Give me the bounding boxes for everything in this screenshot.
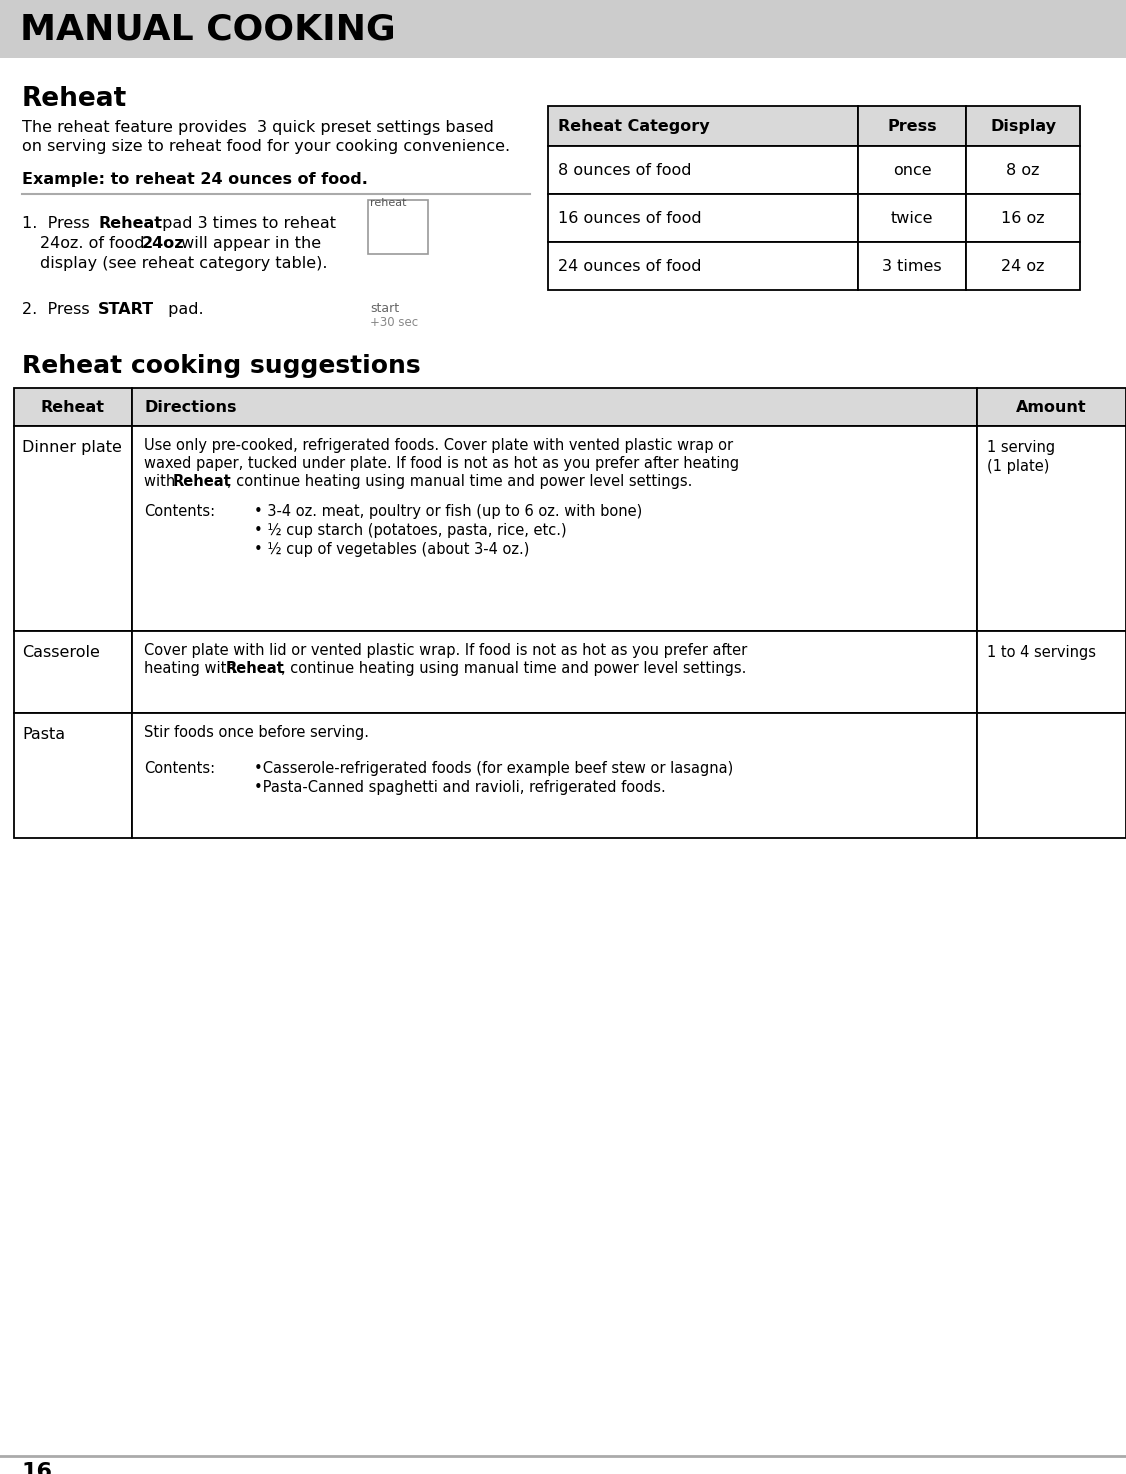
- Bar: [548, 106, 858, 146]
- Text: Pasta: Pasta: [23, 727, 65, 741]
- Text: reheat: reheat: [370, 198, 406, 208]
- Text: Reheat: Reheat: [41, 399, 105, 414]
- Text: • ½ cup of vegetables (about 3-4 oz.): • ½ cup of vegetables (about 3-4 oz.): [254, 542, 529, 557]
- Bar: [132, 388, 977, 426]
- Text: Casserole: Casserole: [23, 646, 100, 660]
- Bar: [368, 200, 428, 254]
- Text: 1 serving: 1 serving: [988, 441, 1055, 455]
- Text: 1.  Press: 1. Press: [23, 217, 95, 231]
- Text: once: once: [893, 162, 931, 177]
- Text: Cover plate with lid or vented plastic wrap. If food is not as hot as you prefer: Cover plate with lid or vented plastic w…: [144, 643, 748, 657]
- Bar: [977, 631, 1126, 713]
- Text: waxed paper, tucked under plate. If food is not as hot as you prefer after heati: waxed paper, tucked under plate. If food…: [144, 455, 739, 472]
- Text: Reheat: Reheat: [98, 217, 162, 231]
- Bar: [132, 631, 977, 713]
- Bar: [977, 713, 1126, 839]
- Text: pad.: pad.: [163, 302, 204, 317]
- Text: Dinner plate: Dinner plate: [23, 441, 122, 455]
- Text: 1 to 4 servings: 1 to 4 servings: [988, 646, 1096, 660]
- Text: on serving size to reheat food for your cooking convenience.: on serving size to reheat food for your …: [23, 139, 510, 153]
- Text: will appear in the: will appear in the: [176, 236, 321, 251]
- Text: Reheat: Reheat: [173, 475, 232, 489]
- Bar: [858, 146, 966, 195]
- Bar: [548, 242, 858, 290]
- Bar: [858, 242, 966, 290]
- Bar: [977, 426, 1126, 631]
- Text: , continue heating using manual time and power level settings.: , continue heating using manual time and…: [227, 475, 692, 489]
- Bar: [132, 713, 977, 839]
- Text: 8 oz: 8 oz: [1007, 162, 1039, 177]
- Text: Contents:: Contents:: [144, 504, 215, 519]
- Text: Display: Display: [990, 118, 1056, 134]
- Bar: [966, 106, 1080, 146]
- Text: • 3-4 oz. meat, poultry or fish (up to 6 oz. with bone): • 3-4 oz. meat, poultry or fish (up to 6…: [254, 504, 642, 519]
- Bar: [548, 146, 858, 195]
- Bar: [966, 242, 1080, 290]
- Text: pad 3 times to reheat: pad 3 times to reheat: [157, 217, 336, 231]
- Text: •Pasta-Canned spaghetti and ravioli, refrigerated foods.: •Pasta-Canned spaghetti and ravioli, ref…: [254, 780, 665, 794]
- Bar: [14, 631, 132, 713]
- Text: 16: 16: [23, 1462, 53, 1474]
- Text: 24 oz: 24 oz: [1001, 258, 1045, 274]
- Text: Reheat: Reheat: [226, 660, 285, 677]
- Text: display (see reheat category table).: display (see reheat category table).: [41, 256, 328, 271]
- Bar: [14, 713, 132, 839]
- Text: The reheat feature provides  3 quick preset settings based: The reheat feature provides 3 quick pres…: [23, 119, 494, 136]
- Bar: [132, 426, 977, 631]
- Text: •Casserole-refrigerated foods (for example beef stew or lasagna): •Casserole-refrigerated foods (for examp…: [254, 761, 733, 775]
- Text: 8 ounces of food: 8 ounces of food: [558, 162, 691, 177]
- Text: 16 ounces of food: 16 ounces of food: [558, 211, 701, 226]
- Bar: [858, 106, 966, 146]
- Text: twice: twice: [891, 211, 933, 226]
- Text: MANUAL COOKING: MANUAL COOKING: [20, 12, 395, 46]
- Text: start: start: [370, 302, 399, 315]
- Text: (1 plate): (1 plate): [988, 458, 1049, 475]
- Text: 24oz. of food.: 24oz. of food.: [41, 236, 154, 251]
- Text: Reheat cooking suggestions: Reheat cooking suggestions: [23, 354, 421, 377]
- Bar: [0, 0, 1126, 57]
- Text: Stir foods once before serving.: Stir foods once before serving.: [144, 725, 369, 740]
- Bar: [14, 388, 132, 426]
- Text: Press: Press: [887, 118, 937, 134]
- Text: 24oz: 24oz: [142, 236, 185, 251]
- Bar: [977, 388, 1126, 426]
- Text: +30 sec: +30 sec: [370, 315, 418, 329]
- Text: 16 oz: 16 oz: [1001, 211, 1045, 226]
- Bar: [966, 146, 1080, 195]
- Text: Reheat: Reheat: [23, 85, 127, 112]
- Text: 2.  Press: 2. Press: [23, 302, 95, 317]
- Text: 24 ounces of food: 24 ounces of food: [558, 258, 701, 274]
- Bar: [858, 195, 966, 242]
- Text: with: with: [144, 475, 180, 489]
- Text: Example: to reheat 24 ounces of food.: Example: to reheat 24 ounces of food.: [23, 172, 368, 187]
- Bar: [966, 195, 1080, 242]
- Text: Contents:: Contents:: [144, 761, 215, 775]
- Text: Use only pre-cooked, refrigerated foods. Cover plate with vented plastic wrap or: Use only pre-cooked, refrigerated foods.…: [144, 438, 733, 453]
- Text: Amount: Amount: [1016, 399, 1087, 414]
- Text: 3 times: 3 times: [882, 258, 941, 274]
- Bar: [14, 426, 132, 631]
- Text: START: START: [98, 302, 154, 317]
- Text: heating with: heating with: [144, 660, 240, 677]
- Bar: [548, 195, 858, 242]
- Text: Directions: Directions: [144, 399, 236, 414]
- Text: , continue heating using manual time and power level settings.: , continue heating using manual time and…: [282, 660, 747, 677]
- Text: Reheat Category: Reheat Category: [558, 118, 709, 134]
- Text: • ½ cup starch (potatoes, pasta, rice, etc.): • ½ cup starch (potatoes, pasta, rice, e…: [254, 523, 566, 538]
